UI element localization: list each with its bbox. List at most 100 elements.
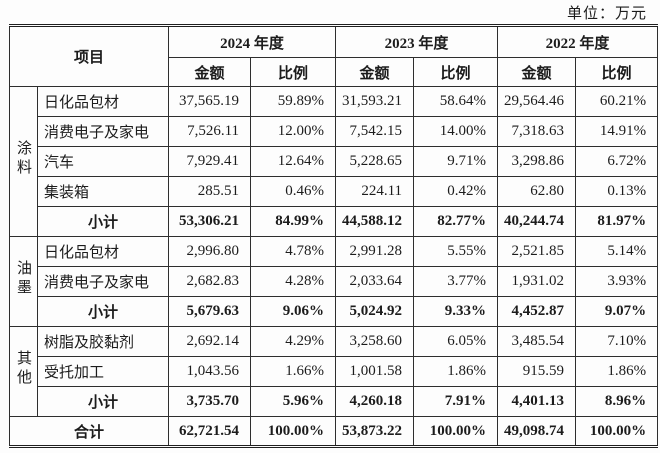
ratio-2022: 6.72% xyxy=(575,146,659,177)
group-label-text: 其他 xyxy=(15,350,31,388)
header-row-years: 项目 2024 年度 2023 年度 2022 年度 xyxy=(8,25,659,87)
ratio-2024: 9.06% xyxy=(250,296,337,327)
ratio-2024: 12.64% xyxy=(250,146,337,177)
ratio-2022: 3.93% xyxy=(575,266,659,297)
item-label: 受托加工 xyxy=(36,356,170,387)
amount-2022: 2,521.85 xyxy=(497,236,577,267)
ratio-2022: 9.07% xyxy=(575,296,659,327)
ratio-2024: 12.00% xyxy=(250,116,337,147)
ratio-2022: 7.10% xyxy=(575,326,659,357)
ratio-2022: 0.13% xyxy=(575,176,659,207)
amount-2023: 7,542.15 xyxy=(335,116,415,147)
amount-2022: 1,931.02 xyxy=(497,266,577,297)
ratio-2022: 100.00% xyxy=(575,416,659,447)
header-year-2023: 2023 年度 xyxy=(335,25,499,58)
amount-2023: 2,033.64 xyxy=(335,266,415,297)
amount-2024: 62,721.54 xyxy=(168,416,252,447)
ratio-2022: 60.21% xyxy=(575,86,659,117)
amount-2022: 40,244.74 xyxy=(497,206,577,237)
subtotal-row: 小计 3,735.70 5.96% 4,260.18 7.91% 4,401.1… xyxy=(10,386,659,417)
item-label: 汽车 xyxy=(36,146,170,177)
item-label: 消费电子及家电 xyxy=(36,116,170,147)
ratio-2023: 82.77% xyxy=(413,206,499,237)
header-amount-2023: 金额 xyxy=(335,57,415,87)
header-row-subheaders: 金额 比例 金额 比例 金额 比例 xyxy=(10,57,659,87)
ratio-2024: 0.46% xyxy=(250,176,337,207)
amount-2024: 7,526.11 xyxy=(168,116,252,147)
ratio-2024: 100.00% xyxy=(250,416,337,447)
amount-2022: 3,298.86 xyxy=(497,146,577,177)
amount-2022: 915.59 xyxy=(497,356,577,387)
amount-2024: 53,306.21 xyxy=(168,206,252,237)
ratio-2023: 14.00% xyxy=(413,116,499,147)
total-label: 合计 xyxy=(8,416,170,447)
ratio-2023: 6.05% xyxy=(413,326,499,357)
ratio-2023: 1.86% xyxy=(413,356,499,387)
group-label-other: 其他 xyxy=(9,326,38,417)
amount-2024: 5,679.63 xyxy=(168,296,252,327)
item-label: 消费电子及家电 xyxy=(36,266,170,297)
header-ratio-2023: 比例 xyxy=(413,57,499,87)
revenue-breakdown-table: 项目 2024 年度 2023 年度 2022 年度 金额 比例 金额 比例 金… xyxy=(8,24,659,448)
ratio-2022: 8.96% xyxy=(575,386,659,417)
table-row: 受托加工 1,043.56 1.66% 1,001.58 1.86% 915.5… xyxy=(10,356,659,387)
ratio-2023: 9.33% xyxy=(413,296,499,327)
amount-2023: 5,228.65 xyxy=(335,146,415,177)
amount-2024: 7,929.41 xyxy=(168,146,252,177)
table-row: 油墨 日化品包材 2,996.80 4.78% 2,991.28 5.55% 2… xyxy=(9,236,659,327)
ratio-2022: 81.97% xyxy=(575,206,659,237)
amount-2023: 5,024.92 xyxy=(335,296,415,327)
ratio-2023: 7.91% xyxy=(413,386,499,417)
amount-2024: 3,735.70 xyxy=(168,386,252,417)
ratio-2024: 59.89% xyxy=(250,86,337,117)
amount-2022: 29,564.46 xyxy=(497,86,577,117)
amount-2024: 1,043.56 xyxy=(168,356,252,387)
table-row: 其他 树脂及胶黏剂 2,692.14 4.29% 3,258.60 6.05% … xyxy=(9,326,659,417)
table-row: 消费电子及家电 7,526.11 12.00% 7,542.15 14.00% … xyxy=(10,116,659,147)
amount-2024: 2,692.14 xyxy=(168,326,252,357)
subtotal-row: 小计 53,306.21 84.99% 44,588.12 82.77% 40,… xyxy=(10,206,659,237)
amount-2022: 49,098.74 xyxy=(497,416,577,447)
amount-2022: 3,485.54 xyxy=(497,326,577,357)
ratio-2022: 1.86% xyxy=(575,356,659,387)
ratio-2022: 5.14% xyxy=(575,236,659,267)
amount-2024: 285.51 xyxy=(168,176,252,207)
subtotal-label: 小计 xyxy=(36,296,170,327)
amount-2023: 224.11 xyxy=(335,176,415,207)
amount-2022: 7,318.63 xyxy=(497,116,577,147)
amount-2023: 31,593.21 xyxy=(335,86,415,117)
header-ratio-2022: 比例 xyxy=(575,57,659,87)
amount-2024: 37,565.19 xyxy=(168,86,252,117)
table-row: 集装箱 285.51 0.46% 224.11 0.42% 62.80 0.13… xyxy=(10,176,659,207)
subtotal-label: 小计 xyxy=(36,206,170,237)
amount-2023: 4,260.18 xyxy=(335,386,415,417)
table-row: 汽车 7,929.41 12.64% 5,228.65 9.71% 3,298.… xyxy=(10,146,659,177)
amount-2023: 2,991.28 xyxy=(335,236,415,267)
ratio-2024: 4.28% xyxy=(250,266,337,297)
header-ratio-2024: 比例 xyxy=(250,57,337,87)
ratio-2024: 1.66% xyxy=(250,356,337,387)
ratio-2023: 9.71% xyxy=(413,146,499,177)
header-item: 项目 xyxy=(8,25,170,87)
unit-label: 单位：万元 xyxy=(566,6,647,22)
group-label-text: 涂料 xyxy=(15,140,31,178)
header-amount-2024: 金额 xyxy=(168,57,252,87)
subtotal-row: 小计 5,679.63 9.06% 5,024.92 9.33% 4,452.8… xyxy=(10,296,659,327)
amount-2024: 2,996.80 xyxy=(168,236,252,267)
subtotal-label: 小计 xyxy=(36,386,170,417)
ratio-2022: 14.91% xyxy=(575,116,659,147)
ratio-2023: 3.77% xyxy=(413,266,499,297)
header-year-2022: 2022 年度 xyxy=(497,25,659,58)
item-label: 集装箱 xyxy=(36,176,170,207)
amount-2023: 44,588.12 xyxy=(335,206,415,237)
group-label-ink: 油墨 xyxy=(9,236,38,327)
amount-2022: 4,452.87 xyxy=(497,296,577,327)
item-label: 日化品包材 xyxy=(36,236,170,267)
item-label: 日化品包材 xyxy=(36,86,170,117)
ratio-2023: 58.64% xyxy=(413,86,499,117)
ratio-2024: 4.78% xyxy=(250,236,337,267)
ratio-2024: 5.96% xyxy=(250,386,337,417)
table-row: 涂料 日化品包材 37,565.19 59.89% 31,593.21 58.6… xyxy=(9,86,659,237)
header-year-2024: 2024 年度 xyxy=(168,25,337,58)
amount-2023: 3,258.60 xyxy=(335,326,415,357)
